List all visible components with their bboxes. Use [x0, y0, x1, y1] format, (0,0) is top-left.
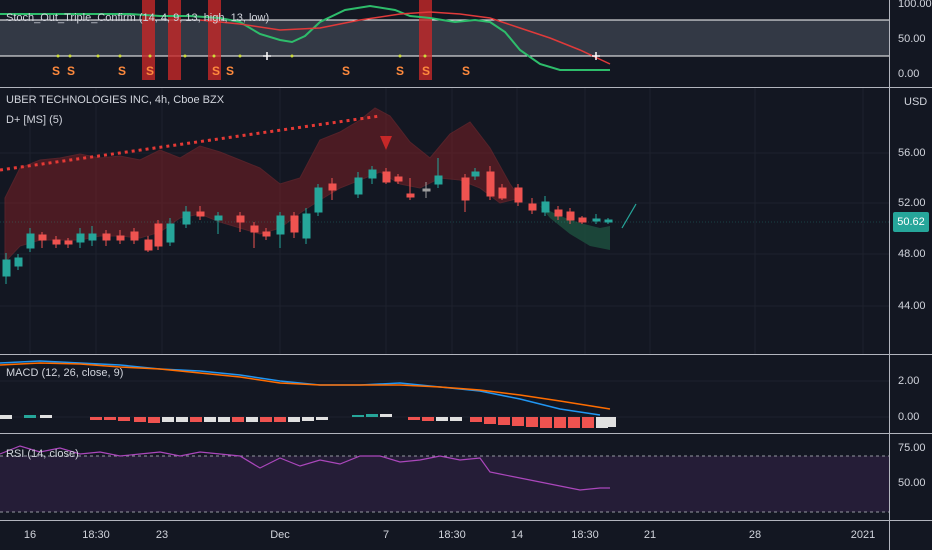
stoch-k-line [0, 4, 610, 71]
macd-tick: 0.00 [898, 411, 920, 423]
stoch-tick: 100.00 [898, 0, 932, 10]
stoch-signal-bars [142, 0, 432, 80]
pane-separator[interactable] [0, 520, 932, 521]
trend-line [0, 114, 381, 172]
last-price-badge: 50.62 [893, 212, 929, 232]
stoch-tick: 0.00 [898, 68, 920, 80]
stoch-d-line [199, 11, 611, 65]
stoch-plot [0, 0, 889, 80]
rsi-tick: 50.00 [898, 477, 926, 489]
macd-pane[interactable]: MACD (12, 26, close, 9) [0, 355, 889, 433]
stoch-pane[interactable]: Stoch_Out_Triple_Confirm (14, 4, 9, 13, … [0, 0, 889, 87]
time-tick: 14 [510, 529, 524, 541]
price-tick: 48.00 [898, 248, 926, 260]
pane-separator[interactable] [0, 87, 932, 88]
main-title: UBER TECHNOLOGIES INC, 4h, Cboe BZX [6, 94, 225, 106]
time-tick: 18:30 [438, 529, 466, 541]
signal-s: S [52, 64, 61, 78]
macd-grid [0, 380, 889, 418]
signal-s: S [118, 64, 127, 78]
signal-s: S [342, 64, 351, 78]
sell-arrow-icon [380, 136, 392, 150]
time-axis[interactable]: 16 18:30 23 Dec 7 18:30 14 18:30 21 28 2… [0, 521, 889, 550]
rsi-axis[interactable]: 75.00 50.00 [889, 434, 932, 520]
pane-separator[interactable] [0, 354, 932, 355]
axis-corner [889, 521, 932, 550]
rsi-tick: 75.00 [898, 442, 926, 454]
time-tick: 18:30 [82, 529, 110, 541]
time-tick: 23 [155, 529, 169, 541]
macd-tick: 2.00 [898, 375, 920, 387]
time-tick: 7 [382, 529, 390, 541]
stoch-signal-labels: S S S S S S S S S S [0, 64, 889, 80]
rsi-pane[interactable]: RSI (14, close) [0, 434, 889, 520]
time-tick: 28 [748, 529, 762, 541]
macd-signal-line [0, 362, 611, 410]
pane-separator[interactable] [0, 433, 932, 434]
main-price-pane[interactable]: UBER TECHNOLOGIES INC, 4h, Cboe BZX D+ [… [0, 88, 889, 354]
bull-cloud [540, 206, 610, 250]
signal-s: S [146, 64, 155, 78]
main-plot [0, 88, 889, 354]
signal-s: S [67, 64, 76, 78]
stoch-cross-markers [263, 52, 600, 60]
macd-plot [0, 360, 889, 428]
stoch-tick: 50.00 [898, 33, 926, 45]
time-tick: Dec [270, 529, 290, 541]
price-tick: 56.00 [898, 147, 926, 159]
main-indicator-legend: D+ [MS] (5) [6, 114, 63, 126]
rsi-plot [0, 445, 889, 513]
currency-label: USD [904, 96, 928, 108]
price-tick: 52.00 [898, 197, 926, 209]
rsi-band [0, 456, 889, 512]
time-tick: 16 [23, 529, 37, 541]
macd-legend: MACD (12, 26, close, 9) [6, 367, 124, 379]
signal-s: S [226, 64, 235, 78]
candles [2, 158, 613, 284]
stoch-price-axis[interactable]: 100.00 50.00 0.00 [889, 0, 932, 87]
macd-histogram [0, 414, 616, 428]
signal-s: S [422, 64, 431, 78]
stoch-dots [56, 54, 427, 58]
time-tick: 18:30 [571, 529, 599, 541]
signal-s: S [396, 64, 405, 78]
price-tick: 44.00 [898, 300, 926, 312]
signal-s: S [462, 64, 471, 78]
rsi-legend: RSI (14, close) [6, 448, 79, 460]
macd-line [0, 360, 601, 416]
signal-s: S [212, 64, 221, 78]
time-tick: 2021 [850, 529, 876, 541]
projection-line [621, 203, 637, 229]
time-tick: 21 [643, 529, 657, 541]
rsi-line [0, 445, 610, 491]
macd-axis[interactable]: 2.00 0.00 [889, 355, 932, 433]
stoch-band [0, 20, 889, 56]
stoch-legend: Stoch_Out_Triple_Confirm (14, 4, 9, 13, … [6, 12, 270, 24]
